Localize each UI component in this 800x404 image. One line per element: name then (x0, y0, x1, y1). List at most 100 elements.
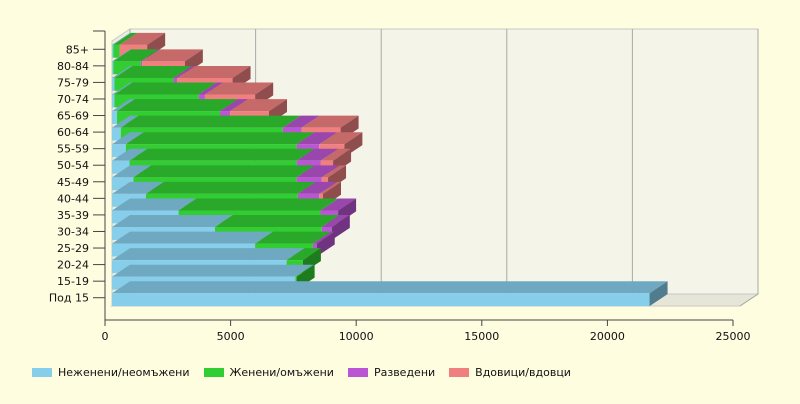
category-label-12: 25-29 (57, 242, 89, 255)
bar-top-11-0 (112, 215, 233, 228)
bar-top-7-0 (112, 148, 148, 161)
legend-item-single: Неженени/неомъжени (32, 366, 190, 379)
bar-top-1-3 (142, 49, 203, 62)
bar-top-9-1 (145, 181, 316, 194)
bar-top-0-1 (113, 32, 138, 45)
bar-top-1-1 (113, 49, 159, 62)
bar-top-12-0 (112, 231, 274, 244)
legend-label-single: Неженени/неомъжени (58, 366, 190, 379)
category-label-9: 40-44 (57, 192, 89, 205)
x-tick-label-4: 20000 (590, 330, 625, 343)
category-label-14: 15-19 (57, 275, 89, 288)
bar-top-1-0 (112, 49, 132, 62)
bar-top-7-1 (129, 148, 315, 161)
bar-top-8-1 (133, 165, 315, 178)
bar-top-5-0 (112, 115, 139, 128)
bar-top-3-0 (112, 82, 133, 95)
bar-top-3-1 (114, 82, 217, 95)
bar-top-9-2 (297, 181, 338, 194)
legend-swatch-married (203, 368, 224, 377)
bar-top-0-0 (112, 32, 132, 45)
bar-5-0 (112, 127, 121, 141)
bar-top-4-1 (117, 99, 239, 112)
bar-top-4-0 (112, 99, 136, 112)
category-label-7: 50-54 (57, 159, 89, 172)
bar-side-15 (649, 281, 668, 307)
bar-top-10-1 (178, 198, 339, 211)
bar-top-2-2 (173, 65, 196, 78)
bar-top-14-0 (112, 264, 314, 277)
legend-swatch-single (32, 368, 52, 377)
bar-top-3-2 (198, 82, 223, 95)
bar-top-12-1 (255, 231, 331, 244)
category-label-0: 85+ (66, 43, 89, 56)
bar-3-0 (112, 94, 115, 108)
bar-side-12 (316, 231, 335, 257)
bar-top-0-3 (119, 32, 166, 45)
category-label-4: 65-69 (57, 110, 89, 123)
legend-label-divorced: Разведени (373, 366, 436, 379)
category-label-15: Под 15 (49, 292, 89, 305)
legend-swatch-widowed (449, 368, 470, 377)
bar-top-8-3 (321, 165, 347, 178)
bar-top-4-2 (220, 99, 249, 112)
bar-top-12-2 (312, 231, 335, 244)
bar-2-0 (112, 77, 115, 91)
bar-top-7-2 (296, 148, 339, 161)
bar-top-15-0 (112, 281, 668, 294)
bar-top-5-3 (301, 115, 359, 128)
bar-top-13-1 (286, 248, 321, 261)
legend-label-married: Женени/омъжени (229, 366, 334, 379)
bar-0-0 (112, 44, 114, 58)
bar-4-0 (112, 111, 118, 124)
bar-top-11-1 (214, 215, 340, 228)
legend: Неженени/неомъжени Женени/омъжени Развед… (32, 366, 585, 379)
bar-top-9-3 (319, 181, 342, 194)
x-tick-label-0: 0 (102, 330, 109, 343)
category-label-3: 70-74 (57, 93, 89, 106)
bar-side-11 (331, 215, 350, 240)
bar-top-3-3 (204, 82, 274, 95)
category-label-6: 55-59 (57, 143, 89, 156)
bar-15-0 (112, 293, 650, 307)
legend-item-divorced: Разведени (347, 366, 436, 379)
bar-top-6-3 (319, 132, 363, 145)
x-tick-label-5: 25000 (716, 330, 751, 343)
floor-gridline-5 (739, 293, 759, 307)
legend-swatch-divorced (347, 368, 368, 377)
category-label-11: 30-34 (57, 225, 89, 238)
x-tick-label-2: 10000 (339, 330, 374, 343)
bar-top-10-0 (112, 198, 197, 211)
bar-top-5-2 (282, 115, 320, 128)
bar-0-1 (113, 44, 120, 58)
category-label-1: 80-84 (57, 60, 89, 73)
bar-top-14-1 (295, 264, 315, 277)
category-label-2: 75-79 (57, 76, 89, 89)
bar-top-4-3 (230, 99, 287, 112)
bar-top-1-2 (140, 49, 161, 62)
bar-top-8-2 (296, 165, 340, 178)
bar-top-13-0 (112, 248, 305, 261)
x-tick-label-1: 5000 (217, 330, 245, 343)
bar-top-11-2 (321, 215, 350, 228)
bar-top-6-0 (112, 132, 144, 145)
x-tick-label-3: 15000 (464, 330, 499, 343)
legend-item-married: Женени/омъжени (203, 366, 334, 379)
bar-top-7-3 (320, 148, 352, 161)
bar-top-2-0 (112, 65, 133, 78)
category-label-10: 35-39 (57, 209, 89, 222)
category-label-5: 60-64 (57, 126, 89, 139)
bar-top-5-1 (120, 115, 301, 128)
bar-top-6-2 (296, 132, 338, 145)
bar-top-10-2 (320, 198, 357, 211)
bar-1-0 (112, 61, 114, 75)
bar-top-2-3 (177, 65, 251, 78)
bar-top-2-1 (114, 65, 192, 78)
bar-top-9-0 (112, 181, 164, 194)
legend-item-widowed: Вдовици/вдовци (449, 366, 571, 379)
category-label-8: 45-49 (57, 176, 89, 189)
category-label-13: 20-24 (57, 259, 89, 272)
bar-top-6-1 (125, 132, 315, 145)
